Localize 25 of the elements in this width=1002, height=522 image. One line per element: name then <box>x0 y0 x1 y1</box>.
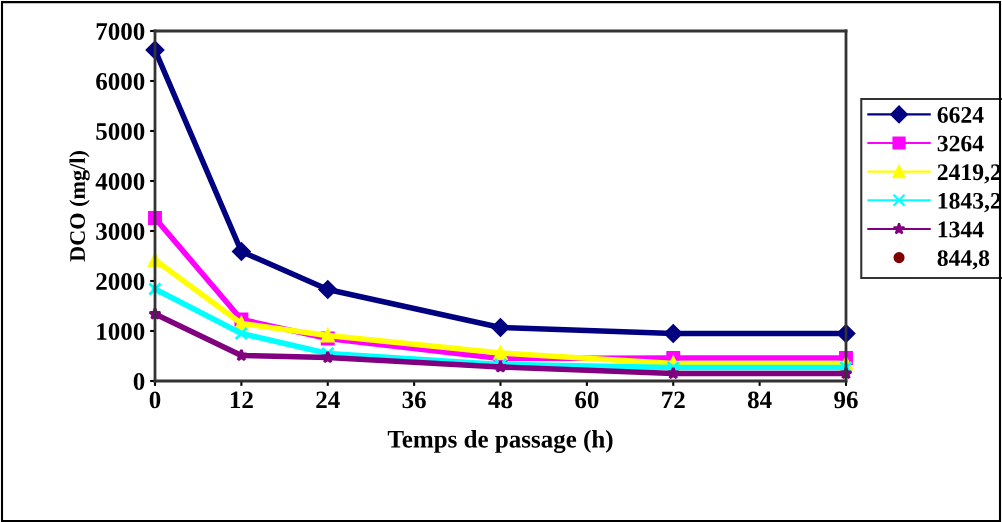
x-tick-label: 84 <box>747 391 772 409</box>
legend-label: 2419,2 <box>937 164 1001 184</box>
x-axis-title: Temps de passage (h) <box>387 430 613 453</box>
x-tick-label: 0 <box>149 391 161 409</box>
x-tick-label: 48 <box>488 391 513 409</box>
legend-label: 1843,2 <box>938 192 1001 213</box>
y-tick-label: 3000 <box>96 223 145 240</box>
y-tick-label: 1000 <box>97 323 145 340</box>
y-tick-label: 4000 <box>95 173 145 190</box>
x-tick-label: 72 <box>662 391 685 409</box>
x-tick-label: 24 <box>316 391 340 409</box>
legend-label: 1344 <box>938 221 984 238</box>
y-tick-label: 5000 <box>96 123 145 140</box>
y-tick-label: 7000 <box>96 23 145 40</box>
legend-label: 844,8 <box>937 250 990 270</box>
legend-label: 3264 <box>937 135 984 152</box>
legend-label: 6624 <box>937 107 984 123</box>
x-tick-label: 12 <box>230 391 253 409</box>
y-tick-label: 6000 <box>96 73 145 90</box>
x-tick-label: 60 <box>575 391 599 409</box>
x-tick-label: 96 <box>834 391 858 409</box>
y-tick-label: 2000 <box>96 273 145 290</box>
y-tick-label: 0 <box>133 373 145 390</box>
y-axis-title: DCO (mg/l) <box>69 151 90 262</box>
x-tick-label: 36 <box>402 391 426 409</box>
